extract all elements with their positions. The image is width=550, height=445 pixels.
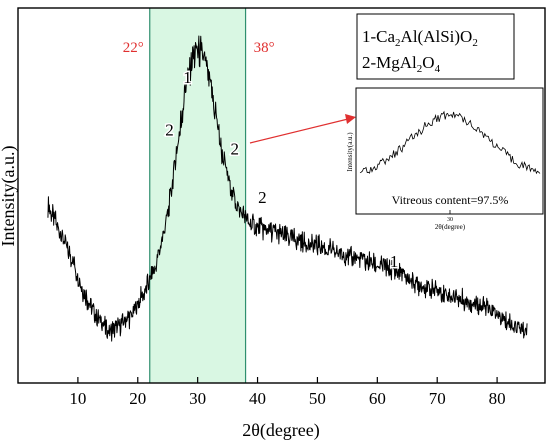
inset-annotation: Vitreous content=97.5% xyxy=(392,193,509,207)
highlight-region xyxy=(149,8,246,383)
inset-arrow xyxy=(249,118,349,144)
inset-series-line xyxy=(359,110,541,175)
x-tick-label-40: 40 xyxy=(249,389,266,408)
inset-x-tick-label: 30 xyxy=(447,217,453,223)
peak-label-3: 2 xyxy=(258,188,267,207)
x-tick-label-70: 70 xyxy=(429,389,446,408)
legend-entry-1: 1-Ca2Al(AlSi)O2 xyxy=(362,27,478,49)
x-tick-label-10: 10 xyxy=(69,389,86,408)
inset-y-axis-label: Intensity(a.u.) xyxy=(346,132,354,172)
highlight-end-label: 38° xyxy=(254,40,275,56)
legend-box xyxy=(356,13,515,80)
x-tick-label-20: 20 xyxy=(129,389,146,408)
peak-label-4: 1 xyxy=(390,252,399,271)
inset-arrow-head xyxy=(345,114,356,124)
inset-chart: Intensity(a.u.) 30 2θ(degree) Vitreous c… xyxy=(346,87,544,231)
peak-labels: 1 2 2 2 1 xyxy=(164,67,400,273)
x-tick-label-60: 60 xyxy=(369,389,386,408)
legend: 1-Ca2Al(AlSi)O2 2-MgAl2O4 xyxy=(356,13,515,80)
peak-label-2: 2 xyxy=(231,139,240,158)
x-tick-label-50: 50 xyxy=(309,389,326,408)
x-tick-label-80: 80 xyxy=(489,389,506,408)
legend-entry-2: 2-MgAl2O4 xyxy=(362,53,441,75)
x-tick-label-30: 30 xyxy=(189,389,206,408)
peak-label-0: 1 xyxy=(183,68,192,87)
y-axis-label: Intensity(a.u.) xyxy=(0,146,19,247)
inset-frame xyxy=(355,87,544,215)
inset-x-axis-label: 2θ(degree) xyxy=(435,223,466,231)
x-axis-ticks: 10 20 30 40 50 60 70 80 xyxy=(69,377,506,408)
highlight-start-label: 22° xyxy=(123,40,144,56)
series-line xyxy=(47,35,528,342)
peak-label-1: 2 xyxy=(165,121,174,140)
plot-frame xyxy=(17,7,546,384)
x-axis-label: 2θ(degree) xyxy=(242,420,320,441)
